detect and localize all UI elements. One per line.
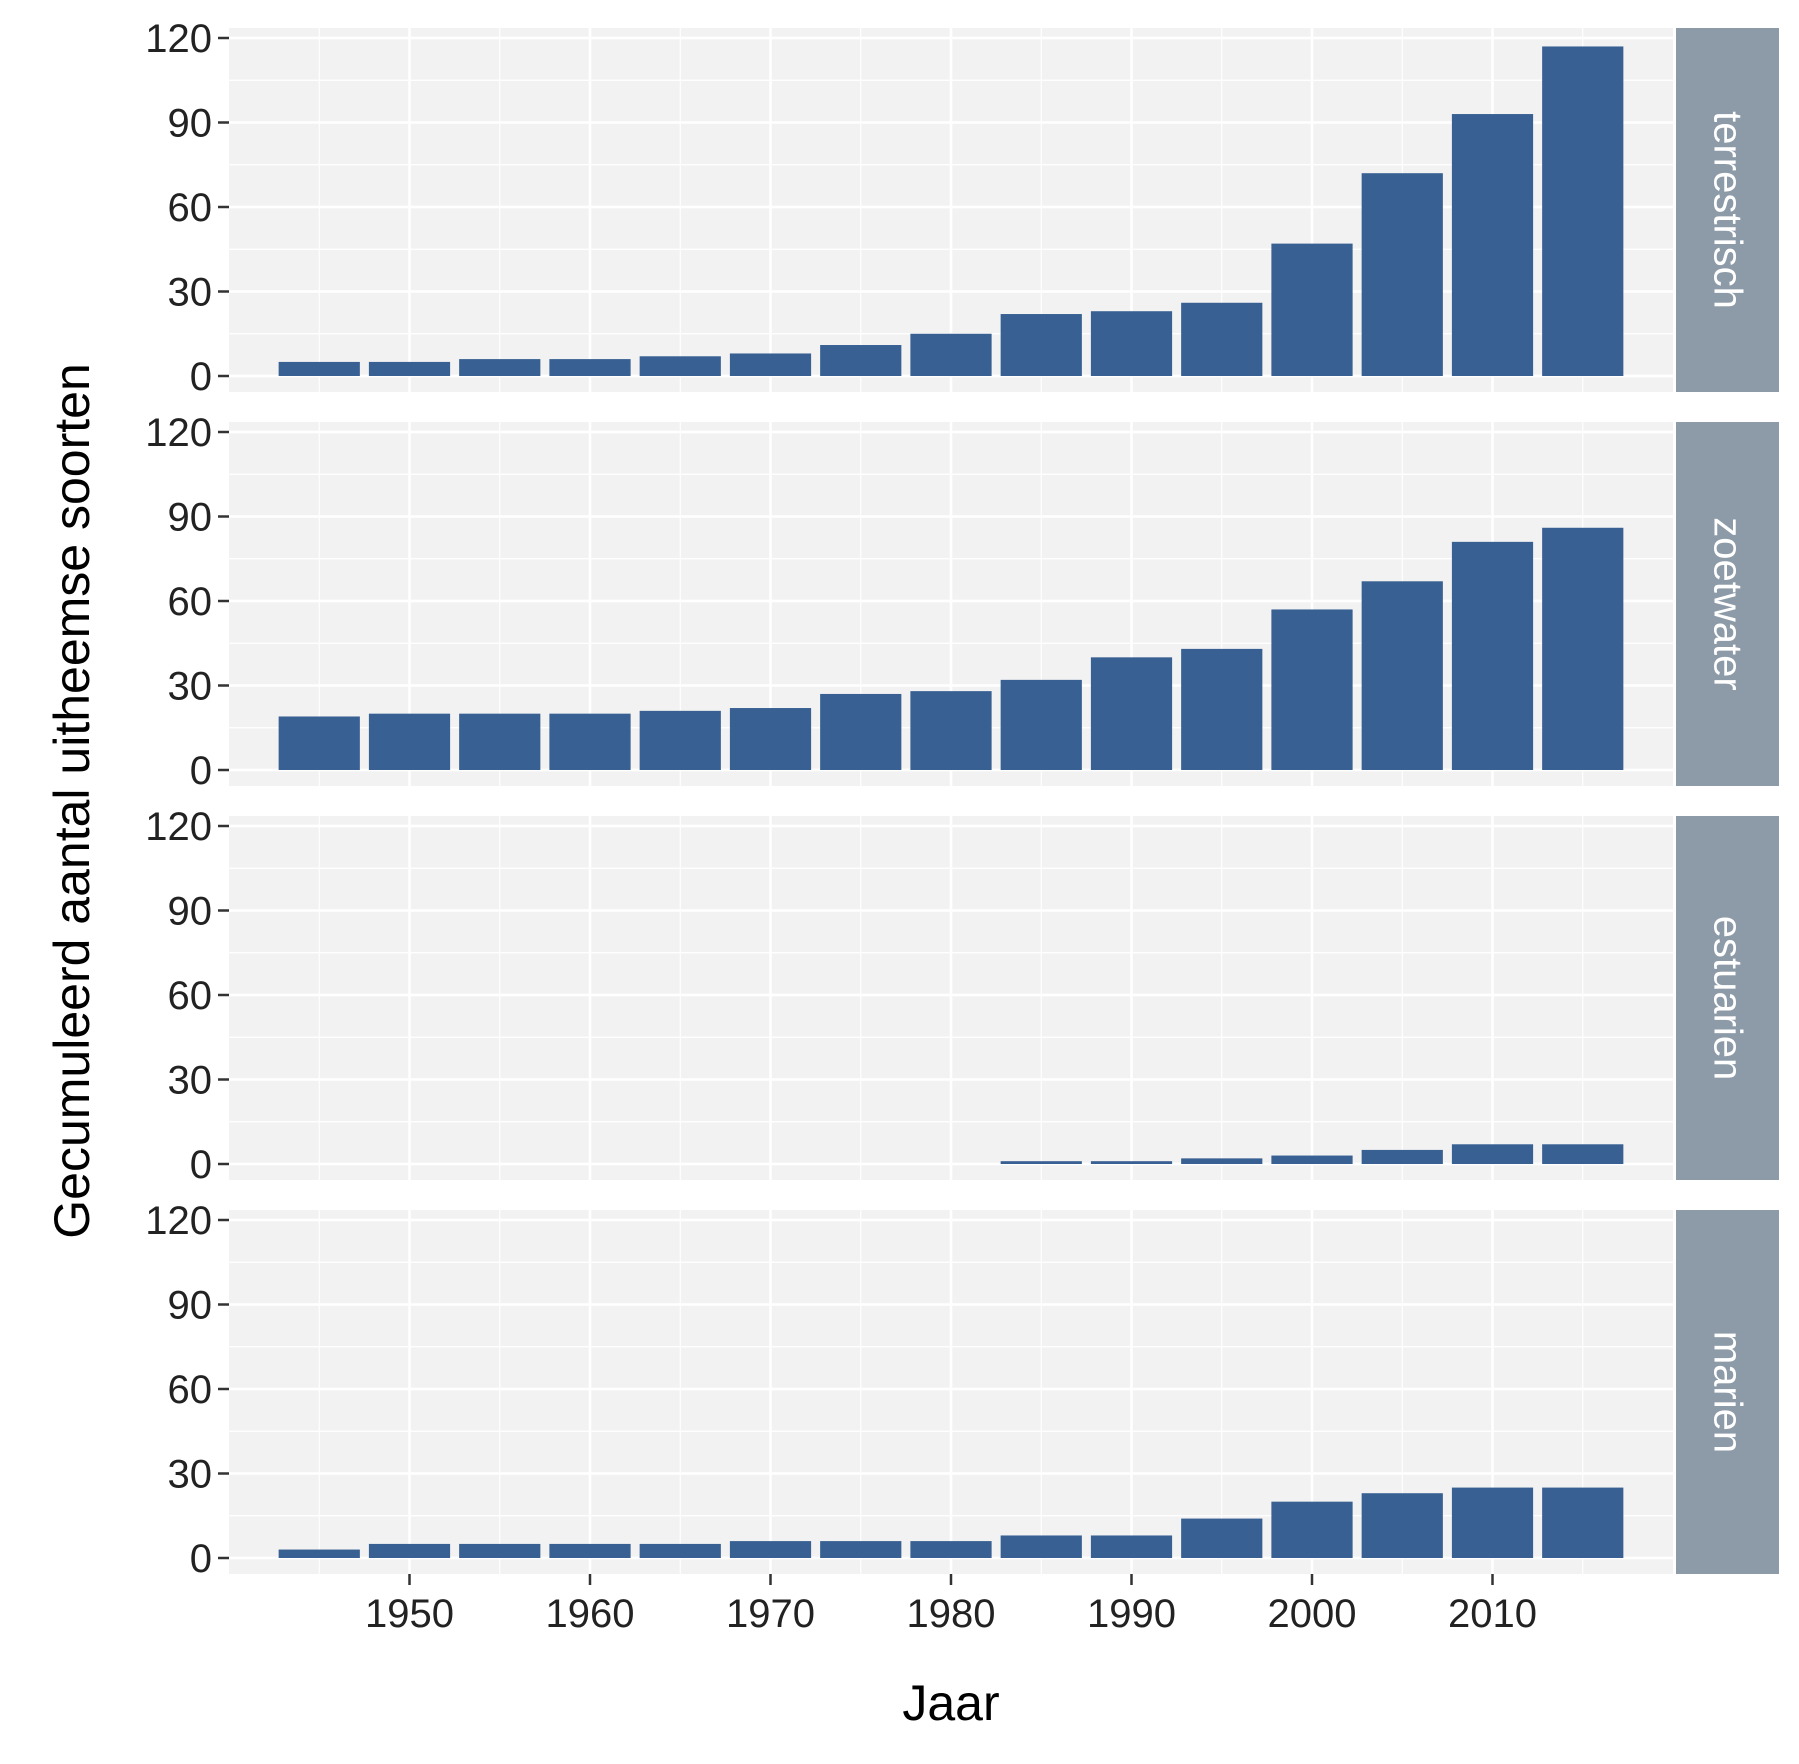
bar-estuarien-2010 <box>1451 1144 1534 1164</box>
facet-label-terrestrisch: terrestrisch <box>1706 111 1750 309</box>
x-tick-label: 1980 <box>907 1592 996 1636</box>
bar-terrestrisch-1955 <box>459 359 541 376</box>
bar-marien-1975 <box>820 1541 902 1558</box>
bar-terrestrisch-2015 <box>1542 46 1624 376</box>
bar-zoetwater-2010 <box>1451 541 1534 770</box>
bar-marien-1995 <box>1181 1518 1263 1558</box>
bar-terrestrisch-1985 <box>1000 314 1082 376</box>
bar-zoetwater-1955 <box>459 713 541 770</box>
y-tick-label: 0 <box>190 1143 212 1187</box>
y-tick-label: 0 <box>190 355 212 399</box>
y-tick-label: 120 <box>145 17 212 61</box>
bar-zoetwater-1965 <box>639 710 721 770</box>
y-tick-label: 30 <box>168 1453 213 1497</box>
bar-marien-2015 <box>1542 1487 1624 1558</box>
bar-estuarien-1995 <box>1181 1158 1263 1164</box>
y-tick-label: 90 <box>168 1284 213 1328</box>
bar-marien-1990 <box>1090 1535 1173 1558</box>
x-tick-label: 1990 <box>1087 1592 1176 1636</box>
bar-estuarien-2000 <box>1271 1155 1353 1164</box>
bar-zoetwater-2015 <box>1542 527 1624 770</box>
bar-marien-2000 <box>1271 1501 1353 1558</box>
bar-terrestrisch-2005 <box>1361 173 1443 376</box>
bar-zoetwater-1995 <box>1181 648 1263 770</box>
y-tick-label: 60 <box>168 186 213 230</box>
y-tick-label: 60 <box>168 1368 213 1412</box>
y-tick-label: 30 <box>168 271 213 315</box>
facet-label-estuarien: estuarien <box>1706 916 1750 1081</box>
bar-zoetwater-1975 <box>820 693 902 770</box>
bar-estuarien-2005 <box>1361 1149 1443 1164</box>
bar-marien-1965 <box>639 1543 721 1558</box>
x-tick-label: 1960 <box>546 1592 635 1636</box>
facet-strip-zoetwater <box>1676 422 1779 786</box>
facet-label-zoetwater: zoetwater <box>1706 517 1750 690</box>
bar-terrestrisch-1995 <box>1181 302 1263 376</box>
y-tick-label: 90 <box>168 102 213 146</box>
bar-terrestrisch-1980 <box>910 333 992 376</box>
bar-estuarien-2015 <box>1542 1144 1624 1164</box>
bar-terrestrisch-1975 <box>820 345 902 376</box>
bar-marien-1960 <box>549 1543 631 1558</box>
bar-zoetwater-2000 <box>1271 609 1353 770</box>
facet-strip-estuarien <box>1676 816 1779 1180</box>
facet-strip-marien <box>1676 1210 1779 1574</box>
x-axis-title: Jaar <box>902 1675 999 1731</box>
bar-terrestrisch-1950 <box>368 361 451 376</box>
bar-terrestrisch-1945 <box>278 361 360 376</box>
bar-zoetwater-1990 <box>1090 657 1173 770</box>
y-axis-title: Gecumuleerd aantal uitheemse soorten <box>44 363 100 1239</box>
bar-terrestrisch-2000 <box>1271 243 1353 376</box>
bar-zoetwater-2005 <box>1361 581 1443 770</box>
y-tick-label: 120 <box>145 1199 212 1243</box>
y-tick-label: 60 <box>168 580 213 624</box>
bar-terrestrisch-1965 <box>639 356 721 376</box>
bar-marien-2005 <box>1361 1493 1443 1558</box>
facet-label-marien: marien <box>1706 1331 1750 1453</box>
y-tick-label: 30 <box>168 1059 213 1103</box>
y-tick-label: 0 <box>190 749 212 793</box>
bar-marien-1955 <box>459 1543 541 1558</box>
bar-zoetwater-1950 <box>368 713 451 770</box>
x-tick-label: 1970 <box>726 1592 815 1636</box>
x-tick-label: 2010 <box>1448 1592 1537 1636</box>
bar-terrestrisch-1970 <box>729 353 812 376</box>
bar-estuarien-1990 <box>1090 1161 1173 1164</box>
y-tick-label: 120 <box>145 805 212 849</box>
y-tick-label: 30 <box>168 665 213 709</box>
bar-marien-1950 <box>368 1543 451 1558</box>
bar-marien-1970 <box>729 1541 812 1558</box>
y-tick-label: 60 <box>168 974 213 1018</box>
bar-zoetwater-1985 <box>1000 679 1082 770</box>
y-tick-label: 120 <box>145 411 212 455</box>
bar-terrestrisch-1960 <box>549 359 631 376</box>
bar-marien-1985 <box>1000 1535 1082 1558</box>
y-tick-label: 90 <box>168 890 213 934</box>
bar-marien-1980 <box>910 1541 992 1558</box>
y-tick-label: 90 <box>168 496 213 540</box>
bar-zoetwater-1960 <box>549 713 631 770</box>
bar-terrestrisch-1990 <box>1090 311 1173 376</box>
bar-terrestrisch-2010 <box>1451 114 1534 377</box>
x-tick-label: 2000 <box>1268 1592 1357 1636</box>
bar-zoetwater-1970 <box>729 708 812 770</box>
x-tick-label: 1950 <box>365 1592 454 1636</box>
bar-zoetwater-1945 <box>278 716 360 770</box>
bar-estuarien-1985 <box>1000 1161 1082 1164</box>
y-tick-label: 0 <box>190 1537 212 1581</box>
facet-strip-terrestrisch <box>1676 28 1779 392</box>
bar-marien-1945 <box>278 1549 360 1558</box>
bar-marien-2010 <box>1451 1487 1534 1558</box>
bar-zoetwater-1980 <box>910 691 992 770</box>
